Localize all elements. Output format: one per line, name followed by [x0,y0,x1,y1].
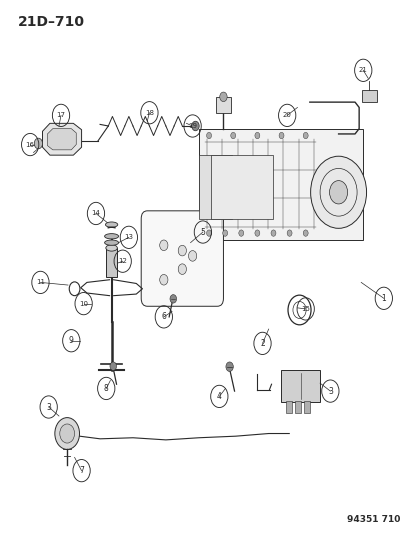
Circle shape [55,418,79,449]
Text: 11: 11 [36,279,45,285]
Polygon shape [43,123,81,155]
Circle shape [287,230,291,236]
Bar [198,128,362,240]
Circle shape [310,156,366,228]
Circle shape [238,230,243,236]
Text: 10: 10 [79,301,88,306]
Ellipse shape [106,245,117,251]
Bar [361,91,376,102]
Text: 21D–710: 21D–710 [18,14,85,29]
Bar [285,401,291,414]
Ellipse shape [104,233,118,239]
Circle shape [271,230,275,236]
Text: 6: 6 [161,312,166,321]
Bar [280,370,319,402]
Circle shape [159,240,168,251]
Circle shape [254,230,259,236]
Text: 7: 7 [79,466,84,475]
Circle shape [170,295,176,303]
Text: 5: 5 [200,228,205,237]
Text: 2: 2 [259,339,264,348]
Text: 17: 17 [57,112,65,118]
Text: 94351 710: 94351 710 [346,515,399,523]
Bar [303,401,309,414]
Bar [106,248,117,277]
Bar [198,155,231,219]
Text: 3: 3 [46,402,51,411]
Text: 21: 21 [358,67,367,74]
Circle shape [59,424,74,443]
Bar [216,97,230,113]
Circle shape [302,230,307,236]
Circle shape [302,132,307,139]
Circle shape [206,230,211,236]
Text: 13: 13 [124,235,133,240]
Circle shape [159,274,168,285]
Text: 4: 4 [216,392,221,401]
Polygon shape [47,128,76,150]
Text: 18: 18 [145,110,154,116]
Circle shape [219,92,227,102]
Ellipse shape [105,222,117,227]
Circle shape [278,132,283,139]
Circle shape [222,230,227,236]
Circle shape [188,251,196,261]
Text: 20: 20 [282,112,291,118]
Text: 14: 14 [91,211,100,216]
Text: 19: 19 [188,123,197,129]
Bar [211,155,272,219]
Circle shape [191,121,199,131]
Text: 3: 3 [327,386,332,395]
Text: 12: 12 [118,258,127,264]
Text: 1: 1 [380,294,385,303]
Text: 8: 8 [104,384,108,393]
Ellipse shape [104,240,118,245]
Circle shape [178,245,186,256]
Text: 16: 16 [26,142,35,148]
Text: 9: 9 [69,336,74,345]
Circle shape [206,132,211,139]
Text: 15: 15 [301,306,309,312]
Circle shape [110,362,116,370]
Circle shape [230,132,235,139]
Circle shape [329,181,347,204]
FancyBboxPatch shape [141,211,223,306]
Bar [294,401,300,414]
Circle shape [254,132,259,139]
Circle shape [225,362,233,372]
Circle shape [178,264,186,274]
Circle shape [34,138,43,149]
